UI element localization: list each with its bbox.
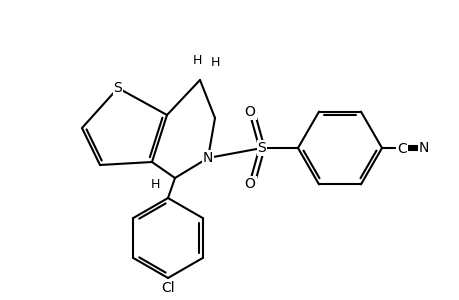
Text: H: H	[150, 178, 159, 191]
Text: N: N	[418, 141, 428, 155]
Text: C: C	[396, 142, 406, 156]
Text: O: O	[244, 177, 255, 191]
Text: H: H	[210, 56, 219, 68]
Text: H: H	[192, 53, 201, 67]
Text: S: S	[257, 141, 266, 155]
Text: O: O	[244, 105, 255, 119]
Text: Cl: Cl	[161, 281, 174, 295]
Text: N: N	[202, 151, 213, 165]
Text: S: S	[113, 81, 122, 95]
